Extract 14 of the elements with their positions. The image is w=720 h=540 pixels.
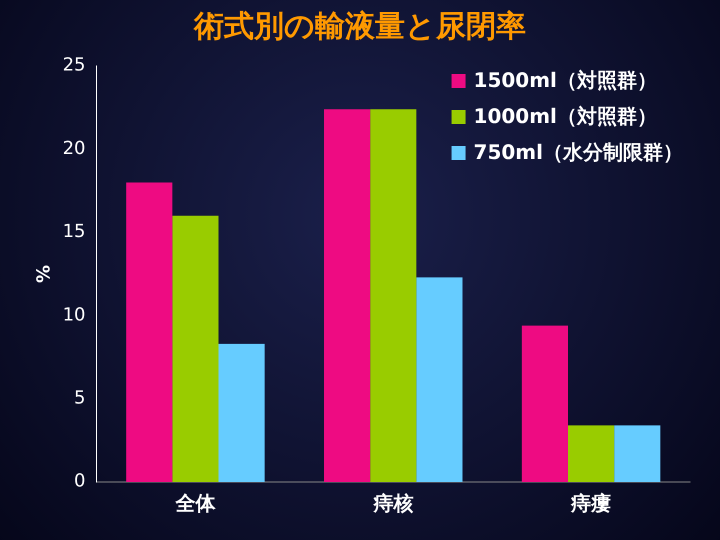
y-tick-label: 0	[74, 470, 86, 492]
legend-label: 1000ml（対照群）	[474, 104, 657, 128]
x-tick-label: 痔核	[372, 491, 414, 516]
y-tick-label: 10	[62, 304, 86, 326]
legend-label: 750ml（水分制限群）	[474, 140, 684, 164]
chart-title: 術式別の輸液量と尿閉率	[193, 8, 526, 44]
y-axis-title: %	[33, 264, 54, 284]
legend-label: 1500ml（対照群）	[474, 68, 657, 92]
y-tick-label: 20	[62, 138, 86, 159]
y-tick-label: 15	[62, 221, 86, 242]
y-tick-label: 5	[74, 387, 86, 408]
y-tick-label: 25	[62, 54, 86, 76]
x-tick-label: 全体	[174, 491, 216, 516]
x-tick-label: 痔瘻	[570, 491, 612, 516]
